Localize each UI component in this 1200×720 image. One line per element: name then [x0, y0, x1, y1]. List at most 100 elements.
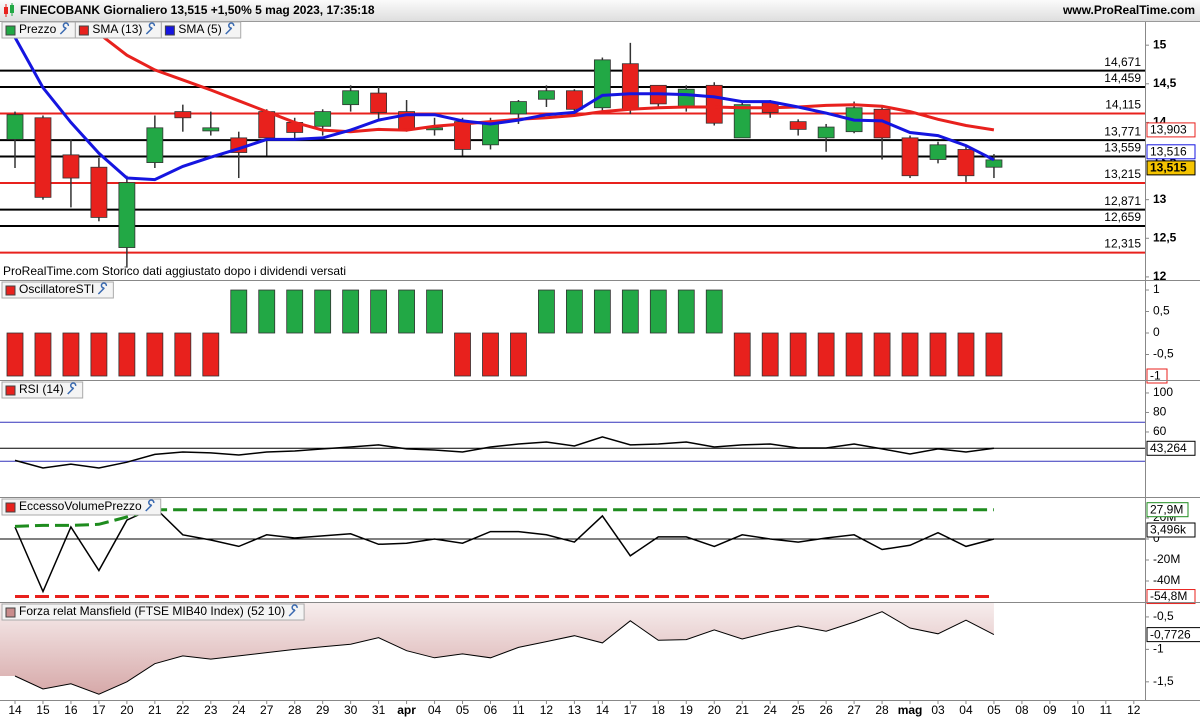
header-bar — [0, 0, 1200, 21]
candle-body — [621, 63, 639, 110]
x-tick-label: 11 — [512, 703, 525, 717]
legend-box — [1, 498, 162, 516]
x-tick-label: 03 — [931, 703, 945, 717]
x-tick-label: 15 — [36, 703, 50, 717]
y-tick-label: 0,5 — [1153, 304, 1170, 318]
x-tick-label: 05 — [456, 703, 470, 717]
bar — [202, 332, 220, 377]
panel — [0, 602, 995, 695]
candle-body — [314, 111, 332, 127]
legend: OscillatoreSTI — [1, 281, 114, 299]
legend-wrench — [288, 604, 298, 617]
legend: RSI (14) — [1, 381, 84, 399]
level-label: 14,671 — [1104, 55, 1141, 69]
x-tick-label: 16 — [64, 703, 78, 717]
x-tick-label: 17 — [624, 703, 638, 717]
candle-body — [118, 182, 136, 248]
bar — [593, 289, 611, 334]
candle-body — [62, 154, 80, 179]
bar — [677, 289, 695, 334]
bar — [174, 332, 192, 377]
candle-body — [566, 90, 583, 110]
value-box — [1146, 144, 1196, 160]
header-site: www.ProRealTime.com — [1062, 3, 1195, 17]
candle-body — [817, 126, 835, 139]
x-tick-label: 13 — [568, 703, 582, 717]
x-tick-label: 12 — [1127, 703, 1141, 717]
bar — [90, 332, 108, 377]
legend-wrench — [145, 22, 156, 35]
level-label: 14,459 — [1104, 71, 1141, 85]
candle-body — [6, 114, 24, 140]
x-tick-label: 19 — [680, 703, 694, 717]
value-box-label: 13,516 — [1150, 144, 1187, 158]
value-box — [1146, 522, 1196, 538]
x-tick-label: 06 — [484, 703, 498, 717]
value-box-label: -54,8M — [1150, 589, 1187, 603]
value-box-label: 13,515 — [1150, 161, 1187, 175]
candle-body — [789, 121, 807, 130]
legend-swatch — [78, 25, 89, 36]
y-tick-label: -20M — [1153, 552, 1180, 566]
bar — [482, 332, 499, 377]
bar — [845, 332, 863, 377]
candle-body — [34, 117, 52, 198]
legend-label: OscillatoreSTI — [19, 282, 94, 296]
candle-body — [370, 92, 388, 113]
x-tick-label: 26 — [819, 703, 833, 717]
bar — [705, 289, 723, 334]
x-tick-label: 24 — [232, 703, 246, 717]
value-box — [1146, 122, 1196, 138]
legend-swatch — [5, 285, 16, 296]
legend-wrench — [145, 499, 155, 512]
legend-box — [1, 603, 305, 621]
y-tick-label: -0,5 — [1153, 347, 1174, 361]
x-tick-label: 17 — [92, 703, 106, 717]
bar — [649, 289, 667, 334]
y-tick-label: -1 — [1153, 642, 1164, 656]
bar — [314, 289, 332, 334]
legend-wrench — [67, 382, 77, 395]
data-note: ProRealTime.com Storico dati aggiustato … — [3, 264, 346, 278]
legend-box — [1, 281, 114, 299]
sma-line — [97, 32, 995, 134]
candle-body — [258, 111, 276, 139]
indicator-line — [14, 508, 994, 528]
x-tick-label: mag — [898, 703, 923, 717]
level-label: 13,559 — [1104, 141, 1141, 155]
x-tick-label: 20 — [708, 703, 722, 717]
candle-body — [733, 104, 751, 139]
value-box — [1146, 502, 1189, 518]
x-tick-label: 21 — [148, 703, 162, 717]
x-tick-label: 11 — [1100, 703, 1113, 717]
x-tick-label: 04 — [959, 703, 973, 717]
bar — [34, 332, 52, 377]
legend-label: EccessoVolumePrezzo — [19, 499, 142, 513]
x-tick-label: 27 — [260, 703, 274, 717]
candle-body — [677, 88, 695, 109]
y-tick-label: 100 — [1153, 385, 1173, 399]
x-tick-label: 23 — [204, 703, 218, 717]
value-box — [1146, 440, 1196, 456]
x-tick-label: 12 — [540, 703, 554, 717]
legend-wrench — [97, 282, 108, 295]
value-box — [1146, 589, 1196, 605]
legend-label: Forza relat Mansfield (FTSE MIB40 Index)… — [19, 604, 285, 618]
bar — [733, 332, 751, 377]
legend-swatch — [5, 385, 16, 396]
bar — [538, 289, 555, 334]
candle-body — [929, 144, 947, 160]
bar — [761, 332, 779, 377]
value-box-label: 43,264 — [1150, 441, 1187, 455]
bar — [901, 332, 919, 377]
legend-label: SMA (5) — [178, 22, 221, 36]
bar — [817, 332, 835, 377]
bar — [118, 332, 136, 377]
candle-body — [705, 84, 723, 124]
legend-label: Prezzo — [19, 22, 57, 36]
area-fill — [0, 602, 994, 695]
legend: EccessoVolumePrezzo — [1, 498, 162, 516]
bar — [454, 332, 471, 377]
level-label: 12,315 — [1104, 237, 1141, 251]
x-tick-label: 22 — [176, 703, 190, 717]
